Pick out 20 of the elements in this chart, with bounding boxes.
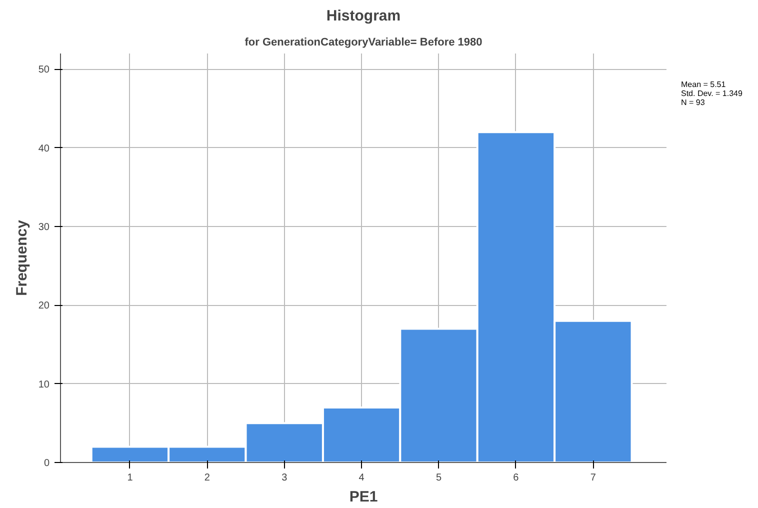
x-axis-title: PE1 [349, 488, 378, 506]
text: Std. Dev. = 1.349 [681, 89, 742, 98]
y-axis-title: Frequency [13, 219, 30, 296]
y-tick-label: 30 [38, 222, 50, 234]
text: Mean = 5.51 [681, 80, 726, 89]
x-tick-label: 5 [436, 472, 442, 484]
chart-title: Histogram [326, 8, 401, 24]
x-tick-label: 6 [513, 472, 520, 484]
y-tick-label: 20 [38, 300, 50, 312]
x-tick-label: 7 [590, 472, 596, 484]
y-tick-label: 50 [38, 64, 50, 76]
y-tick-label: 40 [38, 143, 50, 154]
y-tick-label: 0 [44, 458, 50, 469]
y-tick-label: 10 [38, 379, 50, 390]
x-tick-label: 1 [127, 472, 134, 484]
x-tick-label: 4 [358, 472, 365, 484]
x-tick-label: 2 [204, 472, 210, 484]
chart-subtitle: for GenerationCategoryVariable= Before 1980 [244, 36, 482, 48]
text: N = 93 [681, 98, 705, 107]
x-tick-label: 3 [282, 472, 288, 484]
